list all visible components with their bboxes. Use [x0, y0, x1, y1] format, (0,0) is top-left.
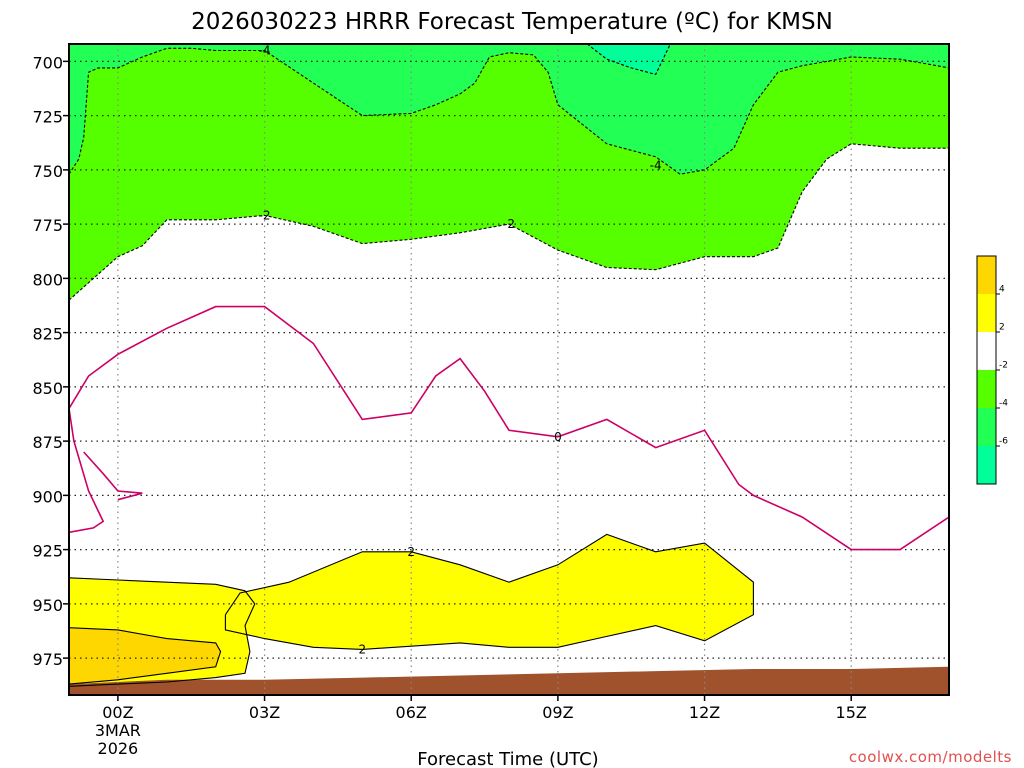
y-tick-label: 900: [32, 487, 63, 506]
x-tick-label: 00Z: [102, 703, 133, 722]
x-tick-year: 2026: [98, 739, 139, 758]
contour-label: 2: [359, 642, 367, 656]
y-tick-label: 875: [32, 433, 63, 452]
contour-label: 0: [554, 430, 562, 444]
plot-layers: -4 -4 -2 -2 0 2 2: [69, 44, 949, 695]
y-tick-label: 775: [32, 216, 63, 235]
y-tick-label: 825: [32, 325, 63, 344]
x-tick-date: 3MAR: [95, 721, 141, 740]
x-tick-label: 09Z: [542, 703, 573, 722]
y-tick-label: 925: [32, 542, 63, 561]
colorbar: 4 2 -2 -4 -6: [976, 255, 1008, 485]
region-above2-right: [225, 534, 754, 650]
x-axis-title: Forecast Time (UTC): [417, 749, 598, 768]
contour-label: 2: [407, 545, 415, 559]
contour-0: [69, 305, 949, 551]
contour-label: -2: [259, 208, 271, 222]
colorbar-swatch: [977, 446, 996, 484]
y-tick-label: 700: [32, 53, 63, 72]
contour-4: [69, 627, 222, 685]
y-tick-label: 725: [32, 108, 63, 127]
contour-label: -4: [259, 44, 271, 58]
region-minus6: [587, 44, 671, 75]
contour--4: [69, 47, 949, 175]
region-above4-left: [69, 627, 221, 685]
colorbar-label: 4: [999, 284, 1005, 294]
y-tick-label: 850: [32, 379, 63, 398]
y-tick-label: 950: [32, 596, 63, 615]
plot-area: -4 -4 -2 -2 0 2 2: [68, 43, 950, 696]
x-tick-label: 03Z: [249, 703, 280, 722]
colorbar-swatch: [977, 408, 996, 446]
contour--6: [586, 44, 671, 76]
colorbar-swatch: [977, 332, 996, 370]
contour-label: -2: [503, 217, 515, 231]
contour-2: [224, 533, 754, 650]
colorbar-label: -2: [999, 360, 1008, 370]
y-tick-label: 750: [32, 162, 63, 181]
region-ground: [69, 666, 949, 695]
contour--2: [69, 143, 949, 301]
x-tick-label: 06Z: [396, 703, 427, 722]
contour-0: [83, 451, 143, 501]
credit-link[interactable]: coolwx.com/modelts: [849, 748, 1012, 766]
colorbar-label: -6: [999, 436, 1008, 446]
colorbar-swatch: [977, 256, 996, 294]
region-minus4: [69, 44, 949, 175]
y-tick-label: 800: [32, 270, 63, 289]
plot-frame: [68, 43, 950, 696]
x-tick-label: 12Z: [689, 703, 720, 722]
colorbar-label: 2: [999, 322, 1005, 332]
colorbar-label: -4: [999, 398, 1008, 408]
contour-label: -4: [650, 159, 662, 173]
colorbar-frame: [976, 255, 997, 485]
chart-title: 2026030223 HRRR Forecast Temperature (ºC…: [191, 9, 833, 35]
contour-2: [69, 577, 256, 687]
y-axis: 700 725 750 775 800 825 850 875 900 925 950 975: [32, 53, 69, 669]
colorbar-swatch: [977, 294, 996, 332]
colorbar-swatch: [977, 370, 996, 408]
y-tick-label: 975: [32, 650, 63, 669]
x-tick-label: 15Z: [836, 703, 867, 722]
